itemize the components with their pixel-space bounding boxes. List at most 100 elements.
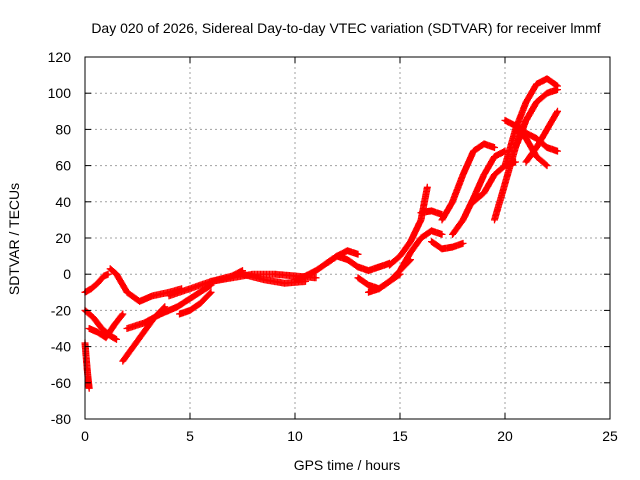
data-point bbox=[88, 327, 91, 330]
x-tick-label: 10 bbox=[287, 428, 303, 444]
data-point bbox=[545, 92, 549, 95]
series-prn-ab bbox=[512, 125, 551, 170]
data-point bbox=[199, 302, 202, 305]
data-point bbox=[132, 345, 135, 348]
data-point bbox=[314, 276, 318, 279]
y-tick-label: 20 bbox=[55, 230, 71, 246]
x-axis-label: GPS time / hours bbox=[294, 457, 401, 473]
data-point bbox=[461, 173, 465, 176]
data-point bbox=[102, 274, 106, 278]
data-point bbox=[388, 263, 391, 267]
data-point bbox=[159, 312, 162, 316]
data-point bbox=[209, 280, 213, 283]
data-point bbox=[493, 146, 496, 149]
series-prn-s bbox=[428, 238, 467, 253]
data-point bbox=[115, 338, 118, 341]
data-point bbox=[419, 211, 423, 214]
data-point bbox=[167, 294, 171, 298]
data-point bbox=[163, 305, 166, 308]
data-point bbox=[367, 291, 370, 294]
data-point bbox=[96, 282, 99, 285]
data-point bbox=[304, 274, 307, 278]
data-point bbox=[356, 276, 360, 279]
data-point bbox=[472, 149, 475, 153]
data-point bbox=[367, 269, 370, 272]
data-point bbox=[262, 278, 265, 281]
data-point bbox=[88, 387, 91, 390]
data-point bbox=[545, 146, 549, 149]
data-point bbox=[482, 191, 486, 194]
data-point bbox=[121, 359, 125, 363]
series-prn-z bbox=[501, 116, 561, 155]
data-point bbox=[142, 330, 145, 334]
data-point bbox=[104, 336, 108, 339]
data-point bbox=[388, 280, 391, 283]
data-point bbox=[409, 240, 412, 243]
data-point bbox=[356, 253, 360, 256]
y-tick-label: 80 bbox=[55, 121, 71, 137]
series-prn-c bbox=[81, 339, 93, 392]
series-markers bbox=[106, 265, 186, 305]
data-point bbox=[92, 316, 95, 319]
data-point bbox=[426, 186, 429, 189]
y-tick-label: 0 bbox=[63, 266, 71, 282]
series-prn-e bbox=[106, 265, 186, 305]
y-tick-label: -60 bbox=[51, 375, 71, 391]
data-point bbox=[493, 218, 496, 222]
data-point bbox=[545, 77, 549, 80]
data-point bbox=[503, 164, 507, 167]
tick-label-layer: 0 5 10 15 20 25 -80 -60 -40 -20 0 20 40 60 80 100 120 bbox=[48, 49, 618, 444]
data-point bbox=[121, 312, 125, 316]
data-point bbox=[461, 218, 465, 222]
data-point bbox=[451, 233, 454, 236]
series-markers bbox=[428, 238, 467, 253]
data-point bbox=[193, 294, 196, 298]
data-point bbox=[346, 249, 349, 252]
data-point bbox=[346, 258, 349, 261]
data-point bbox=[409, 251, 412, 254]
data-point bbox=[440, 233, 444, 236]
data-point bbox=[314, 269, 318, 272]
data-point bbox=[325, 262, 328, 265]
series-prn-g bbox=[123, 281, 215, 332]
data-point bbox=[493, 155, 496, 158]
data-point bbox=[125, 327, 129, 330]
series-markers bbox=[81, 339, 93, 392]
data-point bbox=[178, 312, 181, 316]
data-point bbox=[524, 160, 528, 164]
data-point bbox=[535, 146, 538, 149]
data-point bbox=[545, 128, 549, 131]
data-point bbox=[96, 330, 99, 334]
series-prn-d bbox=[85, 310, 127, 342]
y-tick-label: 100 bbox=[48, 85, 72, 101]
data-point bbox=[87, 378, 90, 381]
data-point bbox=[293, 278, 297, 281]
data-point bbox=[535, 101, 538, 104]
chart-title: Day 020 of 2026, Sidereal Day-to-day VTE… bbox=[91, 20, 600, 36]
data-point bbox=[430, 209, 433, 213]
y-axis-label: SDTVAR / TECUs bbox=[6, 183, 22, 295]
data-point bbox=[503, 182, 507, 185]
data-point bbox=[503, 119, 507, 122]
data-point bbox=[524, 119, 528, 122]
data-point bbox=[283, 282, 286, 285]
data-point bbox=[482, 142, 486, 146]
y-tick-label: -80 bbox=[51, 411, 71, 427]
data-point bbox=[419, 236, 423, 240]
data-point bbox=[472, 200, 475, 203]
x-tick-label: 5 bbox=[186, 428, 194, 444]
data-point bbox=[115, 273, 118, 276]
data-point bbox=[535, 82, 538, 86]
x-tick-label: 20 bbox=[497, 428, 513, 444]
data-point bbox=[535, 155, 538, 158]
data-point bbox=[419, 218, 423, 222]
data-point bbox=[138, 300, 141, 303]
data-point bbox=[377, 287, 381, 290]
data-point bbox=[556, 88, 559, 91]
data-point bbox=[430, 229, 433, 232]
series-prn-k bbox=[239, 270, 309, 287]
data-point bbox=[241, 273, 244, 276]
data-point bbox=[451, 200, 454, 203]
data-point bbox=[230, 276, 234, 279]
x-tick-label: 0 bbox=[81, 428, 89, 444]
